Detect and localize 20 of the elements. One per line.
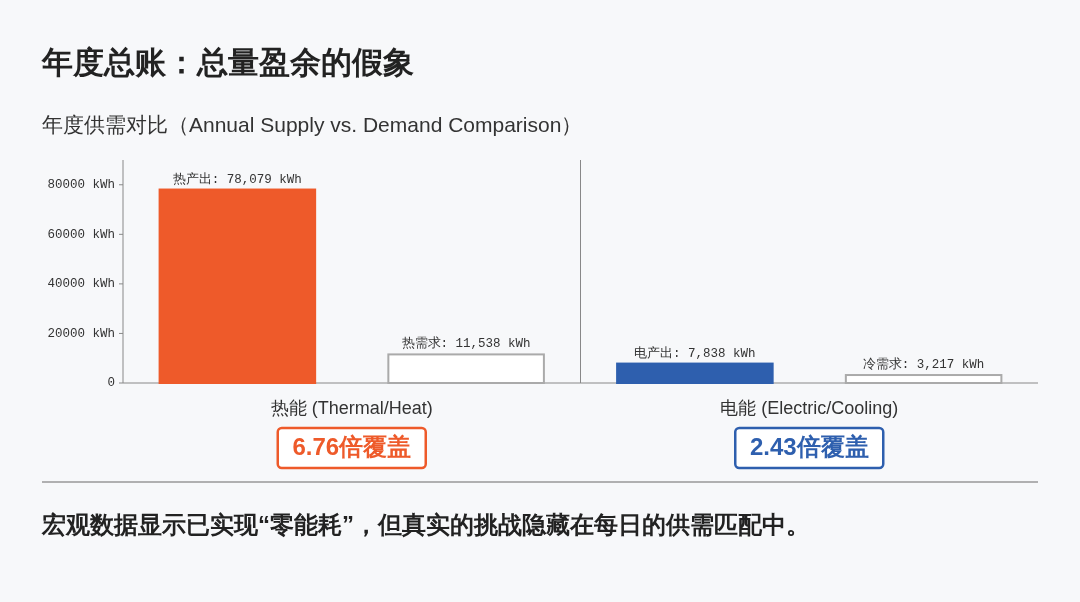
chart-subtitle: 年度供需对比（Annual Supply vs. Demand Comparison） — [42, 113, 583, 136]
text: 热能 (Thermal/Heat) — [270, 398, 433, 418]
y-tick-label: 80000 kWh — [47, 178, 115, 193]
y-tick-label: 20000 kWh — [47, 326, 115, 341]
bar — [616, 362, 774, 384]
text: 2.43倍覆盖 — [749, 433, 869, 461]
y-tick-label: 0 — [107, 376, 115, 391]
data-label: 电产出: 7,838 kWh — [634, 345, 756, 361]
data-label: 热产出: 78,079 kWh — [172, 171, 302, 187]
bar — [387, 353, 545, 384]
text: 6.76倍覆盖 — [292, 433, 412, 461]
data-label: 冷需求: 3,217 kWh — [862, 357, 985, 373]
bar — [844, 374, 1003, 384]
text: 电能 (Electric/Cooling) — [720, 398, 899, 418]
y-tick-label: 60000 kWh — [47, 227, 115, 242]
text: 宏观数据显示已实现“零能耗”，但真实的挑战隐藏在每日的供需匹配中。 — [41, 511, 810, 538]
bar — [158, 188, 317, 384]
data-label: 热需求: 11,538 kWh — [401, 336, 531, 352]
chart-title: 年度总账：总量盈余的假象 — [41, 45, 414, 80]
y-tick-label: 40000 kWh — [47, 277, 115, 292]
